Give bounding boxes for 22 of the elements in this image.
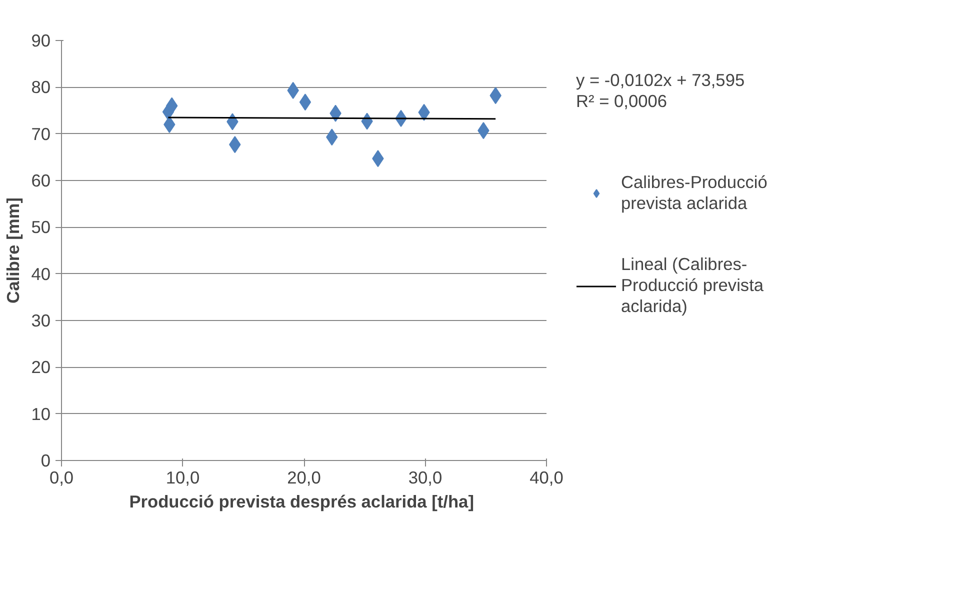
y-tick-label: 0 — [40, 450, 51, 470]
point — [164, 116, 176, 133]
y-tick-label: 40 — [31, 264, 51, 284]
y-axis-title: Calibre [mm] — [3, 198, 24, 304]
y-tick-label: 30 — [31, 310, 51, 330]
y-tick-label: 10 — [31, 404, 51, 424]
point — [299, 94, 312, 111]
x-tick-label: 10,0 — [166, 468, 200, 488]
y-tick-label: 20 — [31, 357, 51, 378]
x-axis-title: Producció prevista després aclarida [t/ha] — [129, 492, 474, 512]
y-tick-label: 70 — [31, 124, 51, 144]
x-tick-label: 0,0 — [49, 468, 74, 488]
x-tick-label: 30,0 — [408, 468, 442, 488]
x-tick-label: 40,0 — [530, 468, 564, 488]
y-tick-label: 50 — [31, 217, 51, 238]
legend-label: Lineal (Calibres-Producció prevista aclarida) — [621, 254, 764, 317]
text: y = -0,0102x + 73,595 R² = 0,0006 — [576, 70, 746, 112]
y-tick-label: 80 — [31, 77, 51, 98]
y-tick-label: 90 — [31, 30, 51, 50]
y-tick-label: 60 — [31, 170, 51, 190]
legend-label: Calibres-Producció prevista aclarida — [621, 172, 768, 214]
x-tick-label: 20,0 — [287, 468, 321, 488]
